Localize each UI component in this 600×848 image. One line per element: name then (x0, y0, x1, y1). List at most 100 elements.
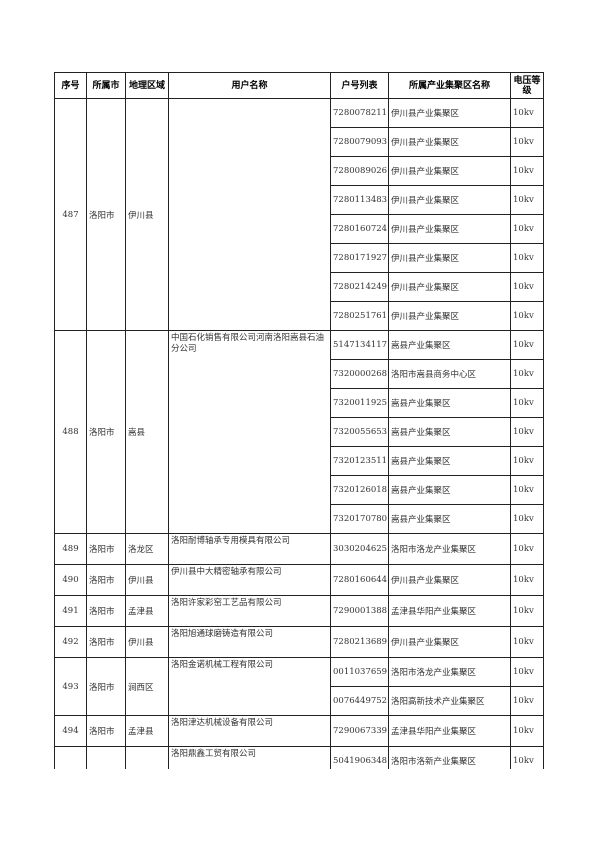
row-voltage: 10kv (510, 595, 544, 627)
row-zone: 洛阳高新技术产业集聚区 (388, 686, 511, 716)
header-area: 地理区域 (125, 72, 169, 99)
row-voltage: 10kv (510, 657, 544, 687)
row-user-name: 洛阳金诺机械工程有限公司 (168, 657, 331, 716)
row-city: 洛阳市 (86, 657, 126, 716)
row-account-id: 7280078211 (330, 98, 389, 128)
table-row: 490 洛阳市 伊川县 伊川县中大精密轴承有限公司 7280160644 伊川县产业集聚区… (54, 564, 544, 596)
row-account-id: 0011037659 (330, 657, 389, 687)
row-city: 洛阳市 (86, 626, 126, 658)
row-zone: 伊川县产业集聚区 (388, 98, 511, 128)
row-voltage: 10kv (510, 417, 544, 447)
table-row: 492 洛阳市 伊川县 洛阳旭通球磨铸造有限公司 7280213689 伊川县产业集聚区 1… (54, 626, 544, 658)
row-area: 洛龙区 (125, 533, 169, 565)
table-subrow: 7280251761 伊川县产业集聚区 10kv (55, 301, 544, 331)
row-user-name: 洛阳许家彩窑工艺品有限公司 (168, 595, 331, 627)
row-user-name: 伊川县中大精密轴承有限公司 (168, 564, 331, 596)
row-number: 488 (54, 330, 87, 534)
table-subrow: 7280079093 伊川县产业集聚区 10kv (55, 127, 544, 157)
row-voltage: 10kv (510, 243, 544, 273)
row-account-id: 7320126018 (330, 475, 389, 505)
row-voltage: 10kv (510, 715, 544, 747)
industrial-users-table: 序号 所属市 地理区域 用户名称 户号列表 所属产业集聚区名称 电压等级 487… (54, 72, 544, 769)
row-user-name: 洛阳津达机械设备有限公司 (168, 715, 331, 747)
table-row: 489 洛阳市 洛龙区 洛阳耐博轴承专用模具有限公司 3030204625 洛阳市洛龙产业… (54, 533, 544, 565)
table-subrow: 7320000268 洛阳市嵩县商务中心区 10kv (55, 359, 544, 389)
table-row: 487 洛阳市 伊川县 7280078211 伊川县产业集聚区 10kv (54, 98, 544, 331)
row-voltage: 10kv (510, 564, 544, 596)
row-area: 嵩县 (125, 330, 169, 534)
row-voltage: 10kv (510, 214, 544, 244)
row-voltage: 10kv (510, 301, 544, 331)
row-account-id: 7280214249 (330, 272, 389, 302)
row-zone: 伊川县产业集聚区 (388, 185, 511, 215)
row-zone: 洛阳市嵩县商务中心区 (388, 359, 511, 389)
header-zone: 所属产业集聚区名称 (388, 72, 511, 99)
row-voltage: 10kv (510, 388, 544, 418)
header-voltage: 电压等级 (510, 72, 544, 99)
row-user-name (168, 98, 331, 331)
row-zone: 嵩县产业集聚区 (388, 417, 511, 447)
row-account-id: 5041906348 (330, 746, 389, 769)
table-subrow: 7280171927 伊川县产业集聚区 10kv (55, 243, 544, 273)
row-zone: 伊川县产业集聚区 (388, 564, 511, 596)
row-zone: 洛阳市洛龙产业集聚区 (388, 533, 511, 565)
row-zone: 嵩县产业集聚区 (388, 446, 511, 476)
header-user-name: 用户名称 (168, 72, 331, 99)
row-city: 洛阳市 (86, 595, 126, 627)
row-account-id: 5147134117 (330, 330, 389, 360)
row-area: 伊川县 (125, 98, 169, 331)
row-account-id: 7280089026 (330, 156, 389, 186)
row-zone: 嵩县产业集聚区 (388, 504, 511, 534)
row-number: 494 (54, 715, 87, 747)
table-subrow: 7320011925 嵩县产业集聚区 10kv (55, 388, 544, 418)
row-number: 489 (54, 533, 87, 565)
row-zone: 嵩县产业集聚区 (388, 330, 511, 360)
table-subrow: 7320170780 嵩县产业集聚区 10kv (55, 504, 544, 534)
row-number: 492 (54, 626, 87, 658)
row-account-id: 7280251761 (330, 301, 389, 331)
row-zone: 洛阳市洛新产业集聚区 (388, 746, 511, 769)
row-area: 涧西区 (125, 657, 169, 716)
row-voltage: 10kv (510, 746, 544, 769)
row-user-name: 中国石化销售有限公司河南洛阳嵩县石油分公司 (168, 330, 331, 534)
table-row: 494 洛阳市 孟津县 洛阳津达机械设备有限公司 7290067339 孟津县华阳产业集聚… (54, 715, 544, 747)
row-zone: 嵩县产业集聚区 (388, 475, 511, 505)
row-zone: 伊川县产业集聚区 (388, 301, 511, 331)
table-subrow: 7280089026 伊川县产业集聚区 10kv (55, 156, 544, 186)
row-voltage: 10kv (510, 504, 544, 534)
row-zone: 伊川县产业集聚区 (388, 272, 511, 302)
row-zone: 嵩县产业集聚区 (388, 388, 511, 418)
row-user-name: 洛阳鼎鑫工贸有限公司 (168, 746, 331, 769)
row-account-id: 7290067339 (330, 715, 389, 747)
header-city: 所属市 (86, 72, 126, 99)
row-zone: 孟津县华阳产业集聚区 (388, 715, 511, 747)
row-account-id: 7280160644 (330, 564, 389, 596)
row-city: 洛阳市 (86, 746, 126, 769)
row-voltage: 10kv (510, 185, 544, 215)
row-number: 493 (54, 657, 87, 716)
row-account-id: 3030204625 (330, 533, 389, 565)
table-subrow: 7320126018 嵩县产业集聚区 10kv (55, 475, 544, 505)
row-user-name: 洛阳旭通球磨铸造有限公司 (168, 626, 331, 658)
table-row: 493 洛阳市 涧西区 洛阳金诺机械工程有限公司 0011037659 洛阳市洛龙产业集聚… (54, 657, 544, 716)
row-zone: 孟津县华阳产业集聚区 (388, 595, 511, 627)
row-area: 伊川县 (125, 626, 169, 658)
row-number: 490 (54, 564, 87, 596)
row-account-id: 7280113483 (330, 185, 389, 215)
row-area: 孟津县 (125, 715, 169, 747)
row-account-id: 7320011925 (330, 388, 389, 418)
row-zone: 伊川县产业集聚区 (388, 626, 511, 658)
row-voltage: 10kv (510, 475, 544, 505)
row-voltage: 10kv (510, 446, 544, 476)
row-account-id: 7280160724 (330, 214, 389, 244)
row-voltage: 10kv (510, 686, 544, 716)
header-no: 序号 (54, 72, 87, 99)
row-account-id: 7280171927 (330, 243, 389, 273)
row-account-id: 7280079093 (330, 127, 389, 157)
table-row: 488 洛阳市 嵩县 中国石化销售有限公司河南洛阳嵩县石油分公司 5147134117 嵩… (54, 330, 544, 534)
row-area: 伊川县 (125, 564, 169, 596)
row-voltage: 10kv (510, 98, 544, 128)
row-voltage: 10kv (510, 330, 544, 360)
row-city: 洛阳市 (86, 98, 126, 331)
row-voltage: 10kv (510, 626, 544, 658)
